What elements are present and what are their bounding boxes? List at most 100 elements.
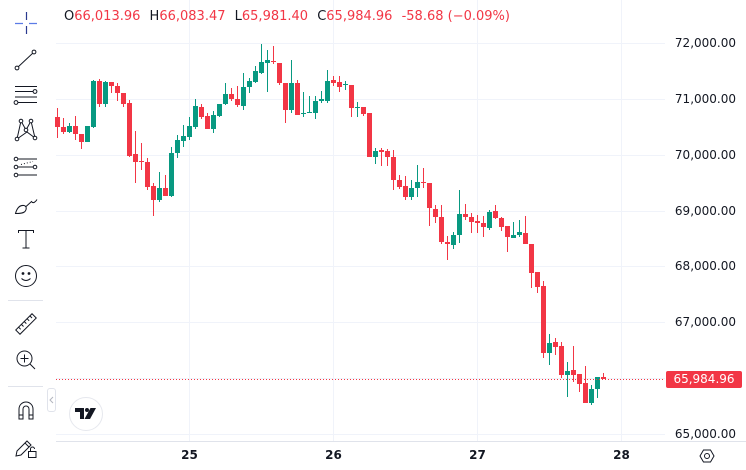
candle [331,76,336,86]
candle [307,96,312,113]
toolbar-separator [8,300,43,301]
candle [523,216,528,244]
price-axis-label: 69,000.00 [674,204,736,218]
candle [325,70,330,103]
candle [223,83,228,105]
open-key: O [64,9,75,24]
tool-text[interactable] [12,225,40,253]
candle [541,281,546,358]
candle [493,205,498,219]
candle [499,217,504,231]
high-value: 66,083.47 [159,9,226,24]
candle [547,334,552,365]
settings-hexagon-icon [699,449,715,463]
tool-brush[interactable] [12,191,40,219]
low-value: 65,981.40 [241,9,309,24]
tool-measure[interactable] [12,310,40,338]
candle [235,86,240,107]
tool-zoom-in[interactable] [12,346,40,374]
candle [187,117,192,140]
candle [385,149,390,166]
candle [163,175,168,196]
candle [115,83,120,101]
tool-crosshair[interactable] [12,9,40,37]
gridline-horizontal [56,266,665,267]
candle [73,116,78,140]
candle [193,99,198,129]
candle [121,93,126,107]
candle [439,205,444,244]
high-key: H [149,9,160,24]
candle [517,220,522,237]
tool-trend-line[interactable] [12,46,40,74]
candle [391,150,396,190]
last-price-label: 65,984.96 [666,371,742,388]
candle [445,236,450,260]
candle [589,385,594,405]
candle [283,83,288,123]
candle [259,44,264,74]
price-change: -58.68 (−0.09%) [401,9,510,24]
candle [601,373,606,379]
gridline-horizontal [56,211,665,212]
candle [85,126,90,142]
horizontal-gridlines [56,43,665,435]
tool-lock-drawings[interactable] [12,433,40,461]
zoom-in-icon [16,350,36,370]
gridline-vertical [621,0,622,441]
pencil-lock-icon [15,440,37,458]
candle [487,210,492,230]
candle [433,205,438,223]
candle [529,244,534,288]
candle [343,81,348,90]
candle [595,377,600,398]
open-value: 66,013.96 [74,9,141,24]
vertical-gridlines [189,0,622,441]
low-key: L [234,9,242,24]
candle [301,92,306,117]
candle [457,190,462,243]
candlestick-series [55,44,606,405]
candle [169,147,174,197]
brush-icon [14,199,38,215]
candle [511,222,516,238]
candle [403,176,408,200]
tool-fib-retracement[interactable] [12,81,40,109]
tradingview-logo[interactable] [69,397,103,431]
emoji-icon [15,265,37,287]
tool-emoji[interactable] [12,262,40,290]
gridline-horizontal [56,322,665,323]
price-axis-label: 65,000.00 [674,427,736,441]
candle [583,366,588,403]
candle [79,134,84,149]
chevron-left-icon [49,396,54,404]
crosshair-icon [15,12,37,34]
fib-retracement-icon [13,86,38,105]
tool-projection[interactable] [12,153,40,181]
price-axis-label: 71,000.00 [674,92,736,106]
time-axis-border [56,441,746,442]
candle [289,60,294,113]
close-key: C [317,9,327,24]
tradingview-logo-icon [75,408,96,419]
candle [241,73,246,110]
price-axis-label: 72,000.00 [674,36,736,50]
candle [145,158,150,190]
toolbar-collapse-handle[interactable] [47,388,56,412]
chart-settings-button[interactable] [698,447,716,465]
candle [319,91,324,103]
candle [553,338,558,355]
candle [151,183,156,216]
projection-icon [13,156,38,178]
tool-magnet[interactable] [12,396,40,424]
candle [109,82,114,93]
time-axis-label: 27 [469,448,486,462]
gridline-horizontal [56,378,665,379]
ohlc-legend: O66,013.96 H66,083.47 L65,981.40 C65,984… [64,8,510,25]
candle [61,118,66,134]
candle [559,342,564,378]
candle [181,125,186,147]
tool-pattern[interactable] [12,116,40,144]
